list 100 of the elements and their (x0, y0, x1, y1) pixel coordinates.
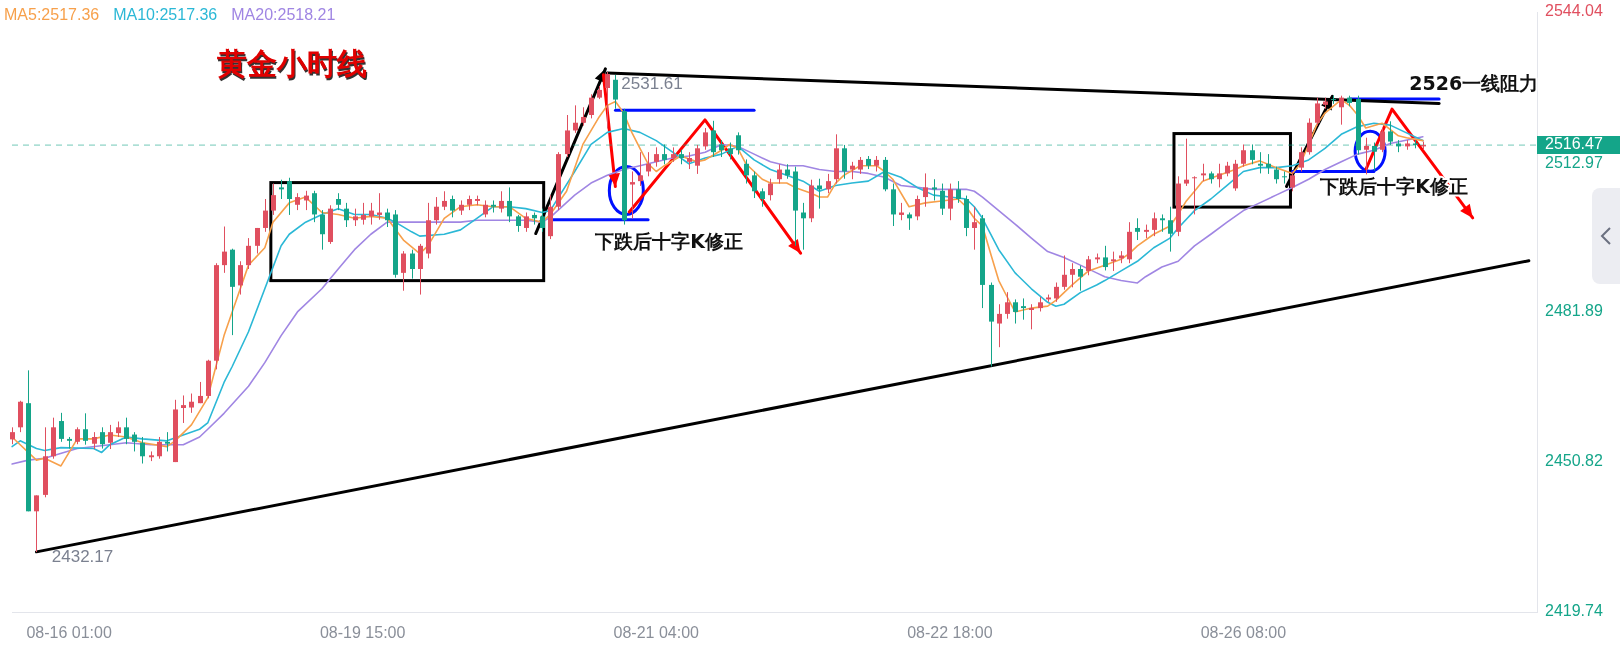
candlestick (410, 249, 415, 280)
candlestick (923, 172, 928, 208)
candlestick (1250, 143, 1255, 165)
candlestick (385, 208, 390, 228)
candlestick (760, 187, 765, 208)
candlestick (1388, 120, 1393, 146)
candlestick (1282, 170, 1287, 185)
candlestick (1111, 251, 1116, 272)
candlestick (736, 131, 741, 156)
candlestick (654, 146, 659, 168)
candlestick (695, 144, 700, 175)
candlestick (124, 417, 129, 445)
candlestick (581, 106, 586, 127)
candlestick (948, 183, 953, 221)
candlestick (1192, 175, 1197, 215)
y-tick-label: 2481.89 (1545, 302, 1603, 320)
candlestick (246, 237, 251, 270)
candlestick (1168, 206, 1173, 253)
candlestick (312, 190, 317, 223)
candlestick (1290, 170, 1295, 192)
candlestick (108, 424, 113, 450)
candlestick (1241, 143, 1246, 168)
candlestick (434, 196, 439, 226)
candlestick (401, 250, 406, 292)
candlestick (442, 190, 447, 211)
candlestick (1184, 138, 1189, 187)
y-tick-label: 2512.97 (1545, 154, 1603, 172)
candlestick (573, 104, 578, 134)
annotation: 下跌后十字K修正 (594, 230, 743, 253)
candlestick (132, 431, 137, 452)
candlestick (915, 195, 920, 221)
candlestick (711, 120, 716, 158)
candlestick (613, 74, 618, 110)
candlestick (662, 143, 667, 165)
candlestick (189, 393, 194, 414)
candlestick (565, 114, 570, 158)
candlestick (83, 412, 88, 446)
candlestick (630, 170, 635, 219)
candlestick (646, 151, 651, 177)
candlestick (418, 243, 423, 296)
candlestick (1160, 213, 1165, 233)
candlestick (1078, 265, 1083, 292)
candlestick (238, 260, 243, 296)
candlestick (499, 190, 504, 214)
candlestick (181, 394, 186, 424)
candlestick (940, 183, 945, 216)
candlestick (507, 186, 512, 223)
y-tick-label: 2450.82 (1545, 452, 1603, 470)
candlestick (768, 178, 773, 201)
candlestick (450, 195, 455, 218)
candlestick (1062, 254, 1067, 291)
text: MA20:2518.21 (231, 6, 336, 24)
candlestick (1217, 163, 1222, 188)
candlestick (956, 180, 961, 204)
candlestick (165, 431, 170, 452)
ref-line-label: 2516.47 (1545, 135, 1603, 153)
candlestick (752, 170, 757, 199)
candlestick (271, 183, 276, 216)
candlestick (100, 426, 105, 450)
candlestick (1103, 245, 1108, 271)
candlestick (932, 178, 937, 201)
candlestick (1339, 95, 1344, 126)
candlestick (1372, 142, 1377, 172)
candlestick (842, 144, 847, 180)
candlestick (1021, 297, 1026, 321)
y-tick-label: 2544.04 (1545, 2, 1603, 20)
candlestick (263, 198, 268, 233)
candlestick (744, 158, 749, 185)
candlestick (589, 93, 594, 119)
x-tick-label: 08-26 08:00 (1200, 624, 1287, 642)
candlestick (972, 206, 977, 251)
candlestick (1013, 298, 1018, 325)
candlestick (279, 179, 284, 200)
candlestick (1258, 151, 1263, 174)
candlestick (222, 226, 227, 274)
text: 黄金小时线 (217, 45, 367, 83)
candlestick (344, 202, 349, 228)
candlestick (1054, 282, 1059, 303)
text: MA5:2517.36 (4, 6, 100, 24)
candlestick (703, 127, 708, 151)
text: MA10:2517.36 (113, 6, 218, 24)
candlestick (1364, 137, 1369, 175)
candlestick (361, 202, 366, 226)
candlestick (320, 209, 325, 251)
candlestick (1029, 303, 1034, 330)
candlestick (605, 71, 610, 130)
candlestick (491, 199, 496, 214)
candlestick (1135, 217, 1140, 241)
candlestick (540, 208, 545, 233)
annotation: 2432.17 (51, 546, 114, 566)
candlestick (817, 178, 822, 210)
candlestick (1070, 262, 1075, 288)
candlestick (287, 177, 292, 216)
y-tick-label: 2419.74 (1545, 602, 1603, 620)
candlestick (1005, 291, 1010, 320)
candlestick (140, 436, 145, 465)
candlestick (997, 303, 1002, 348)
candlestick (1299, 146, 1304, 172)
x-tick-label: 08-19 15:00 (319, 624, 406, 642)
candlestick (157, 436, 162, 460)
